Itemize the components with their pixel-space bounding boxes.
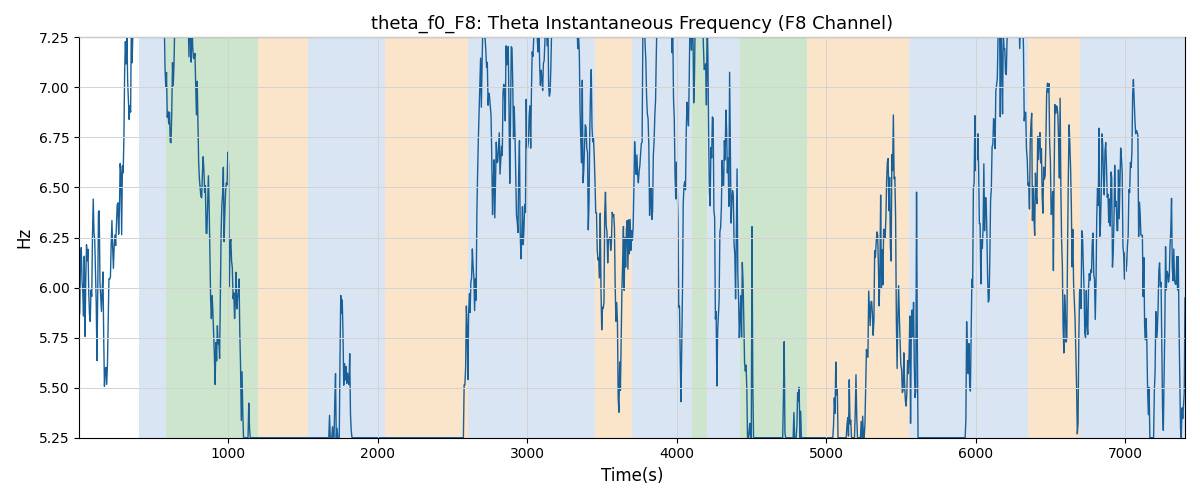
- Bar: [468, 38, 595, 438]
- X-axis label: Time(s): Time(s): [601, 467, 664, 485]
- Bar: [691, 38, 707, 438]
- Bar: [258, 38, 307, 438]
- Bar: [632, 38, 691, 438]
- Bar: [806, 38, 908, 438]
- Bar: [166, 38, 258, 438]
- Bar: [1028, 38, 1080, 438]
- Bar: [707, 38, 739, 438]
- Title: theta_f0_F8: Theta Instantaneous Frequency (F8 Channel): theta_f0_F8: Theta Instantaneous Frequen…: [371, 15, 893, 34]
- Y-axis label: Hz: Hz: [14, 227, 32, 248]
- Bar: [595, 38, 632, 438]
- Bar: [908, 38, 1028, 438]
- Bar: [307, 38, 385, 438]
- Bar: [139, 38, 166, 438]
- Bar: [385, 38, 468, 438]
- Bar: [739, 38, 806, 438]
- Bar: [1080, 38, 1186, 438]
